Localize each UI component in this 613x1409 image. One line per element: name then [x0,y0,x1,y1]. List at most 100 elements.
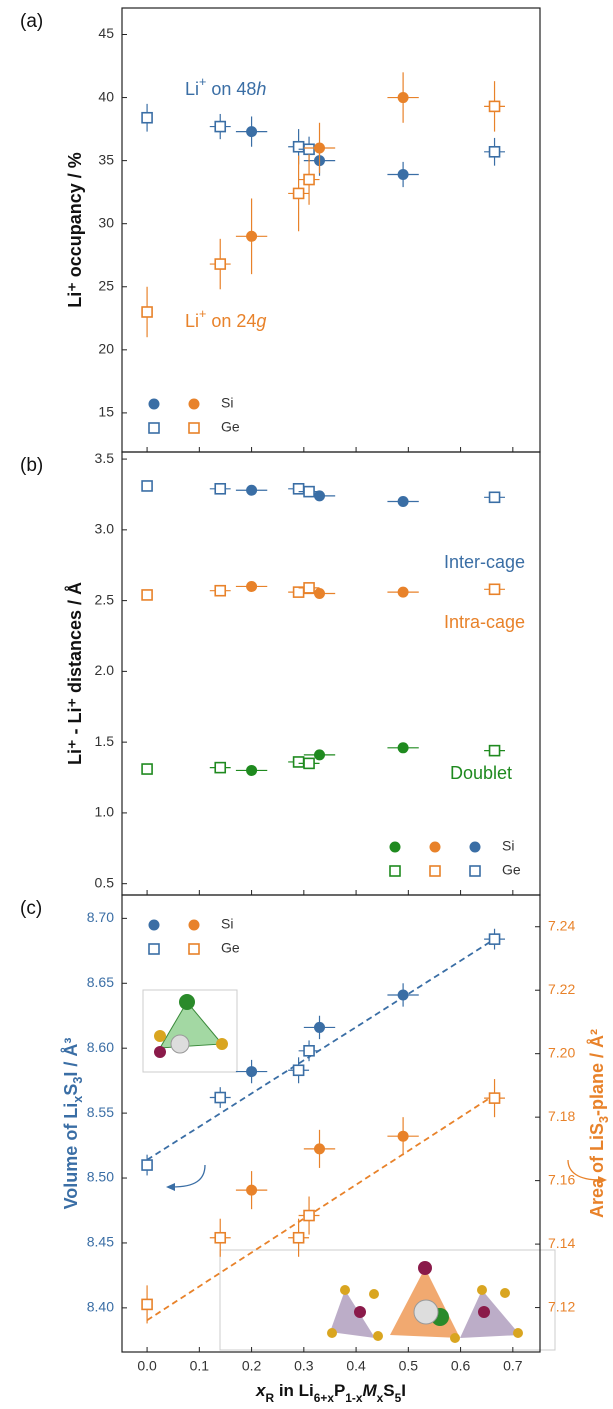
text-part: Li [185,311,199,331]
marker [215,763,225,773]
annotation: Doublet [450,763,512,783]
x-tick-label: 0.7 [503,1358,523,1374]
marker [142,481,152,491]
legend-marker [189,399,200,410]
annotation: Li+ on 24g [185,307,266,330]
marker [490,746,500,756]
marker [294,188,304,198]
y2-tick-label: 7.22 [548,981,575,997]
y2-tick-label: 7.14 [548,1235,575,1251]
y-tick-label: 2.0 [95,662,115,678]
legend-marker [149,399,160,410]
marker [142,1160,152,1170]
y-tick-label: 0.5 [95,874,115,890]
marker [490,934,500,944]
marker [490,584,500,594]
text-part: on 48 [206,79,256,99]
y-tick-label: 30 [98,214,114,230]
text-part: S [383,1381,394,1400]
marker [314,749,325,760]
marker [294,1233,304,1243]
legend-marker [189,944,199,954]
figure: (a)15202530354045Li⁺ occupancy / %Li+ on… [0,0,613,1409]
y-tick-label: 2.5 [95,591,115,607]
x-tick-label: 0.1 [190,1358,210,1374]
marker [246,231,257,242]
marker [398,742,409,753]
atom [418,1261,432,1275]
atom [477,1285,487,1295]
atom [327,1328,337,1338]
marker [490,147,500,157]
atom [373,1331,383,1341]
x-tick-label: 0.0 [137,1358,157,1374]
y-tick-label: 8.45 [87,1234,114,1250]
y-tick-label: 3.5 [95,450,115,466]
text-part: + [199,75,206,89]
y-tick-label: 1.5 [95,733,115,749]
annotation: Li+ on 48h [185,75,266,98]
text-part: Volume of Li [61,1103,81,1210]
marker [142,113,152,123]
legend-marker [390,866,400,876]
marker [314,1143,325,1154]
y-tick-label: 25 [98,277,114,293]
marker [304,583,314,593]
marker [294,142,304,152]
marker [304,758,314,768]
text-part: 1-x [345,1391,363,1405]
atom [414,1300,438,1324]
marker [294,587,304,597]
marker [142,1299,152,1309]
marker [246,126,257,137]
legend-marker [189,423,199,433]
legend-marker [149,944,159,954]
annotation: Inter-cage [444,552,525,572]
y-tick-label: 8.70 [87,909,114,925]
marker [398,989,409,1000]
legend-label: Si [221,916,233,932]
x-tick-label: 0.4 [346,1358,366,1374]
marker [215,122,225,132]
legend-label: Ge [221,419,240,435]
marker [215,259,225,269]
marker [294,484,304,494]
marker [215,1093,225,1103]
atom [369,1289,379,1299]
marker [304,175,314,185]
marker [490,492,500,502]
marker [215,1233,225,1243]
y-tick-label: 45 [98,25,114,41]
marker [304,487,314,497]
text-part: on 24 [206,311,256,331]
atom [450,1333,460,1343]
text-part: x [71,1096,85,1103]
legend-marker [390,842,401,853]
atom [179,994,195,1010]
legend-marker [430,842,441,853]
inset-tetrahedron [143,990,237,1072]
y2-tick-label: 7.12 [548,1298,575,1314]
y-tick-label: 8.50 [87,1169,114,1185]
background [0,0,613,1409]
text-part: Li [185,79,199,99]
marker [215,484,225,494]
x-tick-label: 0.6 [451,1358,471,1374]
atom [340,1285,350,1295]
atom [216,1038,228,1050]
marker [294,1065,304,1075]
legend-marker [189,920,200,931]
atom [513,1328,523,1338]
panel-label: (c) [20,898,42,919]
legend-marker [149,920,160,931]
marker [215,586,225,596]
marker [314,588,325,599]
marker [246,765,257,776]
text-part: P [334,1381,345,1400]
atom [171,1035,189,1053]
marker [398,169,409,180]
text-part: 3 [71,1077,85,1084]
text-part: Area of LiS [587,1123,607,1218]
atom [500,1288,510,1298]
marker [246,581,257,592]
